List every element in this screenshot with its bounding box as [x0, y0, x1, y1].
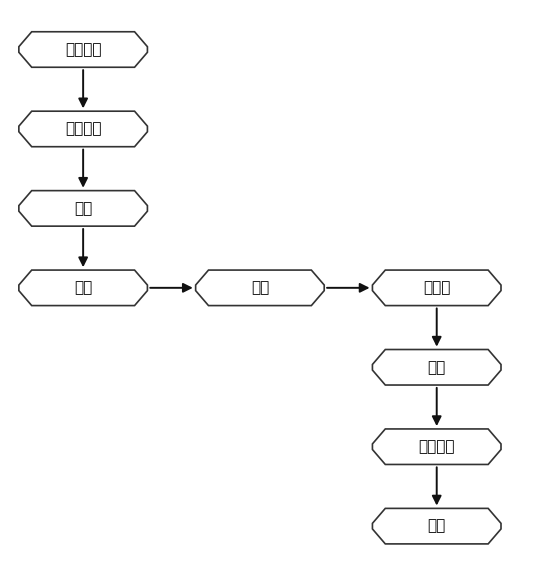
Text: 萃取: 萃取	[251, 280, 269, 295]
Polygon shape	[19, 191, 147, 226]
Polygon shape	[373, 349, 501, 385]
Polygon shape	[373, 508, 501, 544]
Text: 盐酸溶解: 盐酸溶解	[418, 439, 455, 454]
Text: 精制: 精制	[428, 519, 446, 534]
Polygon shape	[195, 270, 324, 305]
Polygon shape	[19, 32, 147, 67]
Polygon shape	[19, 270, 147, 305]
Text: 反萃取: 反萃取	[423, 280, 450, 295]
Polygon shape	[373, 270, 501, 305]
Polygon shape	[19, 111, 147, 147]
Text: 沉淀: 沉淀	[74, 201, 92, 216]
Text: 准备原料: 准备原料	[65, 42, 102, 57]
Text: 洗涤: 洗涤	[74, 280, 92, 295]
Polygon shape	[373, 429, 501, 464]
Text: 硫酸溶解: 硫酸溶解	[65, 122, 102, 136]
Text: 提纯: 提纯	[428, 360, 446, 375]
